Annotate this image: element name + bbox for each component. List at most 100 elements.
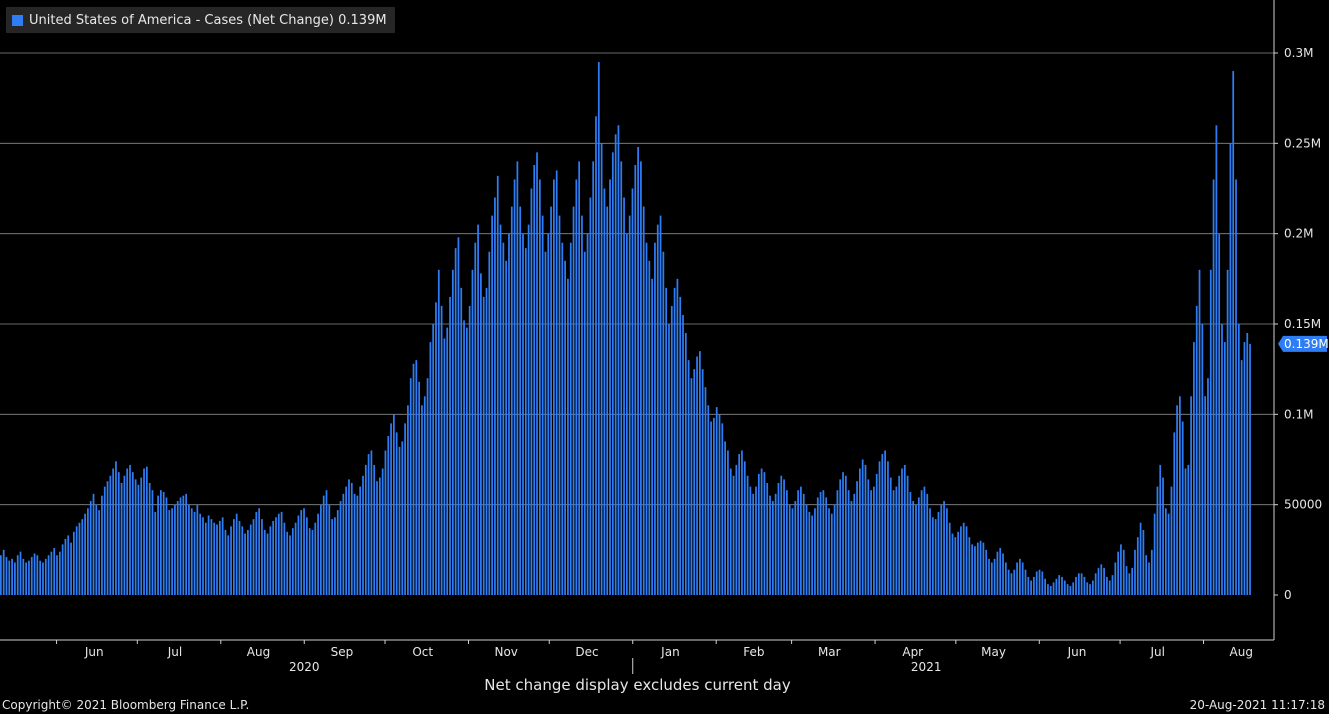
bar xyxy=(415,360,418,595)
bar xyxy=(909,492,912,595)
bar xyxy=(1100,564,1103,595)
bar xyxy=(996,551,999,595)
bar xyxy=(1207,378,1209,595)
bar xyxy=(673,287,676,595)
bar xyxy=(867,479,870,595)
bar xyxy=(797,490,799,595)
bar xyxy=(606,206,609,595)
bar xyxy=(1016,562,1018,595)
bar xyxy=(218,520,221,595)
bar xyxy=(1139,522,1142,595)
bar xyxy=(423,396,426,595)
bar xyxy=(878,461,881,595)
x-tick-label: Aug xyxy=(247,645,270,659)
bar xyxy=(117,472,120,595)
bar xyxy=(648,260,651,595)
bar xyxy=(28,560,30,595)
bar xyxy=(16,555,19,595)
bar xyxy=(1193,342,1195,595)
bar xyxy=(1030,580,1032,595)
bar xyxy=(339,501,342,595)
y-tick-label: 0.2M xyxy=(1284,227,1313,241)
bar xyxy=(1195,305,1198,595)
bar xyxy=(435,302,437,595)
bar xyxy=(89,501,92,595)
bar xyxy=(1094,573,1097,595)
bar xyxy=(331,519,333,595)
bar xyxy=(513,179,516,595)
bar xyxy=(1007,569,1010,595)
bar xyxy=(446,327,449,595)
bar xyxy=(732,475,735,595)
bar xyxy=(982,542,985,595)
bar xyxy=(990,562,993,595)
bar xyxy=(230,526,232,595)
bar xyxy=(1106,576,1108,595)
bar xyxy=(154,511,157,595)
bar xyxy=(1179,396,1181,595)
bar xyxy=(917,497,920,595)
bar xyxy=(1221,324,1223,595)
bar xyxy=(873,486,875,595)
bar xyxy=(244,533,246,595)
x-tick-label: Dec xyxy=(575,645,598,659)
bar xyxy=(569,242,572,595)
bar xyxy=(1038,569,1041,595)
bar xyxy=(485,287,488,595)
bar xyxy=(213,522,216,595)
bar xyxy=(1080,573,1083,595)
bar xyxy=(210,519,213,595)
bar xyxy=(870,490,872,595)
bar xyxy=(999,548,1002,595)
bar xyxy=(224,529,227,595)
bar xyxy=(151,490,154,595)
bar xyxy=(1055,578,1058,595)
bar xyxy=(915,504,917,595)
bar xyxy=(1145,555,1148,595)
bar xyxy=(1148,562,1150,595)
bar xyxy=(311,529,314,595)
bar xyxy=(190,508,193,595)
bar xyxy=(533,165,536,595)
bar xyxy=(101,495,103,595)
bar xyxy=(1114,562,1117,595)
bar xyxy=(786,490,788,595)
bar xyxy=(258,508,260,595)
bar xyxy=(443,338,446,595)
bar xyxy=(283,522,286,595)
bar xyxy=(974,546,976,595)
x-tick-label: Apr xyxy=(902,645,923,659)
bar xyxy=(875,473,878,595)
bar xyxy=(235,513,238,595)
bar xyxy=(115,461,117,595)
bar xyxy=(940,504,943,595)
bar xyxy=(1134,549,1136,595)
bar xyxy=(800,486,802,595)
bar xyxy=(679,296,682,595)
bar xyxy=(757,473,760,595)
bar xyxy=(1108,580,1111,595)
bar xyxy=(609,179,611,595)
bar xyxy=(44,558,47,595)
bar xyxy=(659,215,662,595)
bar xyxy=(227,535,230,595)
x-tick-label: Feb xyxy=(743,645,764,659)
bar xyxy=(395,432,398,595)
bar xyxy=(496,175,499,595)
bar xyxy=(670,305,673,595)
bar xyxy=(165,497,168,595)
y-tick-label: 0.25M xyxy=(1284,136,1321,150)
bar xyxy=(561,242,564,595)
last-value-tag xyxy=(1278,335,1327,352)
bar xyxy=(348,479,350,595)
bar xyxy=(1111,575,1114,595)
bar xyxy=(182,495,185,595)
bar xyxy=(30,557,33,595)
bar xyxy=(755,486,757,595)
bar xyxy=(263,529,266,595)
x-tick-label: Nov xyxy=(494,645,517,659)
bar xyxy=(42,562,44,595)
bar xyxy=(269,526,272,595)
bar xyxy=(61,544,64,595)
bar xyxy=(171,508,173,595)
